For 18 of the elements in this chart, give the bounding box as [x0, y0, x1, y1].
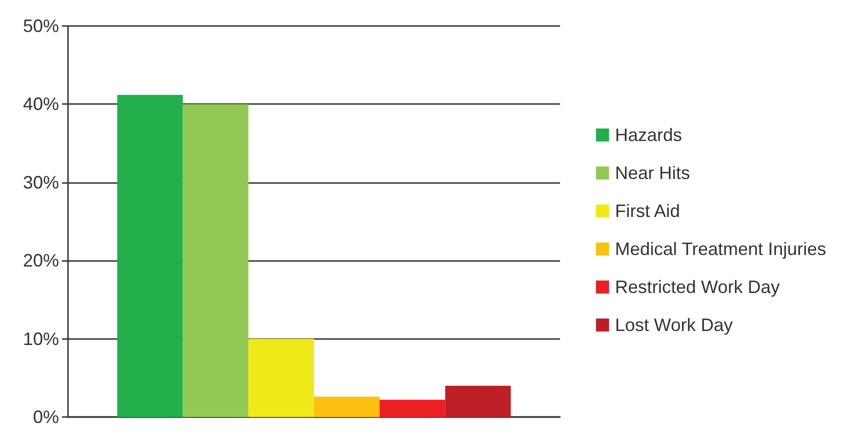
bar	[445, 386, 511, 417]
legend-label: Medical Treatment Injuries	[615, 239, 826, 259]
bar	[314, 396, 380, 417]
legend-label: Restricted Work Day	[615, 277, 780, 297]
bar	[182, 104, 248, 417]
legend-label: Near Hits	[615, 163, 690, 183]
bar	[117, 94, 183, 417]
y-tick-label: 40%	[22, 94, 59, 114]
y-tick-label: 50%	[22, 16, 59, 36]
bar	[380, 400, 446, 417]
y-tick-label: 20%	[22, 250, 59, 271]
legend-label: Hazards	[615, 125, 682, 145]
y-tick-label: 30%	[22, 172, 59, 192]
y-tick-label: 0%	[32, 407, 59, 427]
bar	[248, 338, 314, 417]
legend-label: Lost Work Day	[615, 315, 733, 335]
y-tick-label: 10%	[22, 328, 59, 349]
legend-label: First Aid	[615, 201, 680, 221]
